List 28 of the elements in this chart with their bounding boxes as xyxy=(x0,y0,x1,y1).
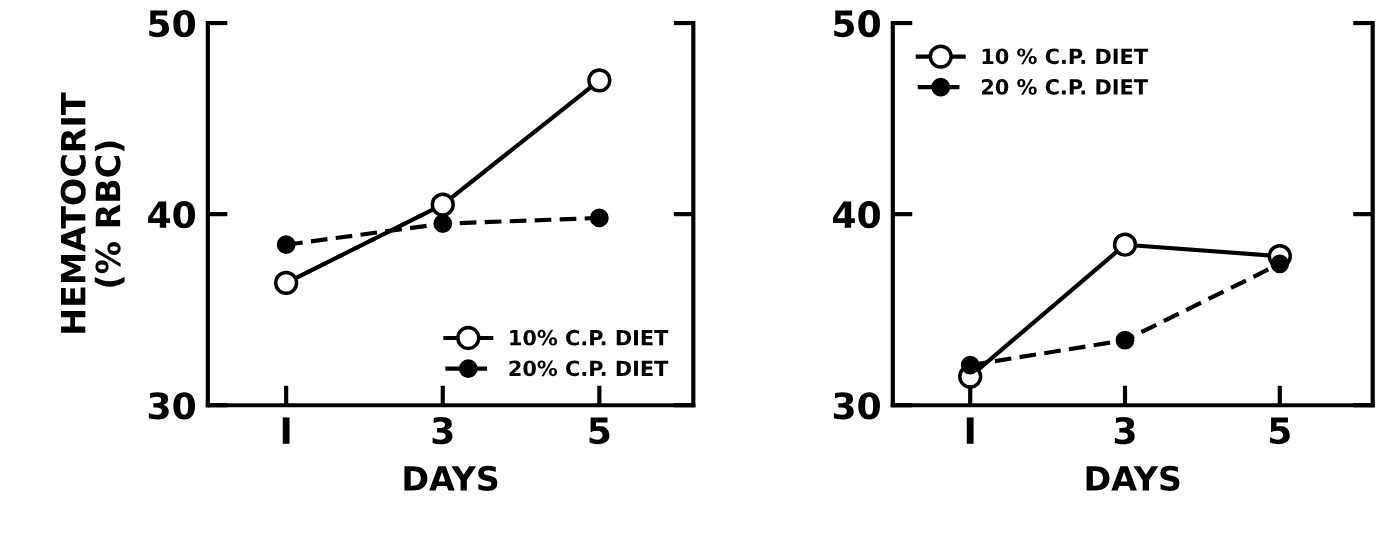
legend-label: 20 % C.P. DIET xyxy=(981,79,1148,95)
x-tick-label: 3 xyxy=(432,416,453,445)
point xyxy=(274,270,299,296)
y-tick-label: 30 xyxy=(833,392,880,420)
x-tick-label: I xyxy=(282,417,290,444)
point xyxy=(589,208,609,228)
legend-label: 20% C.P. DIET xyxy=(509,360,669,377)
x-tick-label: 5 xyxy=(589,417,610,445)
point xyxy=(1112,232,1138,257)
x-tick-label: I xyxy=(966,417,974,444)
y-tick-label: 30 xyxy=(148,392,196,420)
y-tick-label: 50 xyxy=(149,9,196,38)
y-axis-title: HEMATOCRIT (% RBC) xyxy=(60,92,125,333)
x-axis-title: DAYS xyxy=(404,465,498,491)
legend-label: 10% C.P. DIET xyxy=(510,329,669,346)
x-tick-label: 5 xyxy=(1270,417,1290,445)
y-tick-label: 50 xyxy=(834,9,880,38)
point xyxy=(587,68,612,93)
point xyxy=(430,192,455,217)
x-axis-title: DAYS xyxy=(1086,465,1180,491)
legend-label: 10 % C.P. DIET xyxy=(982,48,1148,65)
point xyxy=(1115,330,1135,350)
point xyxy=(433,214,453,234)
point xyxy=(960,355,980,375)
y-tick-label: 40 xyxy=(833,201,880,229)
y-tick-label: 40 xyxy=(148,201,196,229)
x-tick-label: 3 xyxy=(1114,416,1135,445)
point xyxy=(276,235,296,255)
